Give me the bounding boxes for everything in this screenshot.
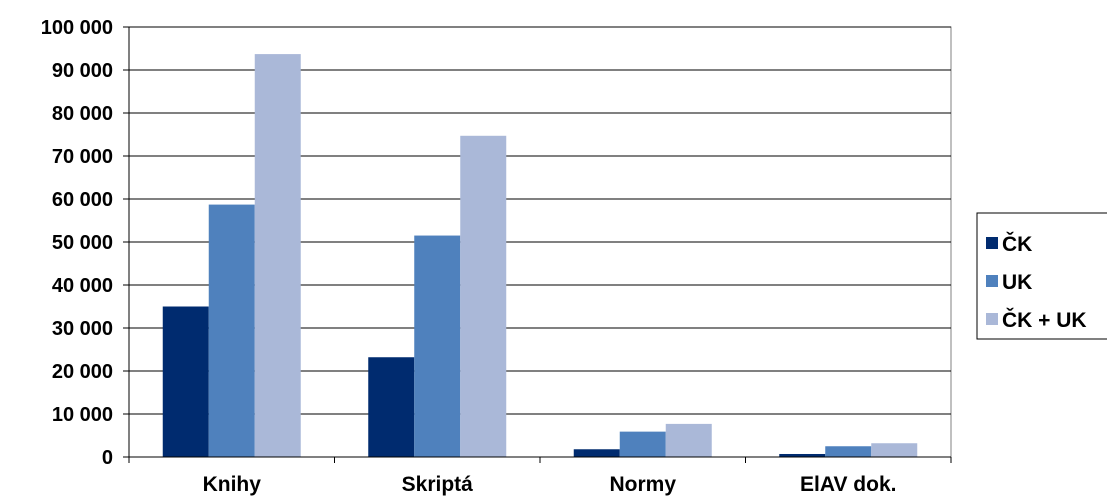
bar-elav-dok--series-1	[825, 446, 872, 457]
legend-swatch	[986, 237, 998, 249]
bar-skript--series-0	[368, 357, 415, 457]
legend-swatch	[986, 275, 998, 287]
bar-skript--series-2	[460, 135, 507, 458]
y-tick-labels: 0 10 000 20 000 30 000 40 000 50 000 60 000 70 …	[41, 17, 113, 469]
legend-item: ČK + UK	[986, 308, 1087, 332]
bars	[162, 54, 918, 458]
plot-area	[123, 26, 952, 463]
y-tick-label: 70 000	[52, 146, 113, 168]
y-tick-label: 40 000	[52, 275, 113, 297]
legend-label: ČK	[1002, 232, 1032, 256]
legend-item: ČK	[986, 232, 1032, 256]
legend-box	[976, 212, 1107, 340]
legend-item: UK	[986, 271, 1032, 294]
y-tick-label: 100 000	[41, 17, 113, 39]
y-tick-label: 50 000	[52, 232, 113, 254]
bar-knihy-series-2	[254, 54, 301, 458]
category-label: Skriptá	[402, 473, 474, 496]
category-label: Knihy	[203, 473, 262, 496]
bar-normy-series-0	[573, 449, 620, 457]
y-tick-label: 60 000	[52, 189, 113, 211]
y-tick-label: 90 000	[52, 60, 113, 82]
bar-knihy-series-0	[162, 306, 209, 457]
category-labels: Knihy Skriptá Normy ElAV dok.	[203, 473, 897, 496]
legend-items: ČK UK ČK + UK	[986, 232, 1087, 332]
category-label: ElAV dok.	[800, 473, 896, 496]
y-tick-label: 80 000	[52, 103, 113, 125]
category-label: Normy	[609, 473, 676, 496]
x-ticks	[128, 457, 952, 463]
y-tick-label: 30 000	[52, 318, 113, 340]
bar-normy-series-2	[665, 423, 712, 457]
y-tick-label: 20 000	[52, 361, 113, 383]
bar-skript--series-1	[414, 235, 461, 457]
bar-elav-dok--series-0	[779, 453, 826, 457]
legend-swatch	[986, 313, 998, 325]
legend: ČK UK ČK + UK	[976, 212, 1107, 340]
bar-normy-series-1	[619, 431, 666, 457]
y-ticks	[123, 26, 129, 458]
bar-knihy-series-1	[208, 204, 255, 457]
bar-elav-dok--series-2	[871, 443, 918, 457]
y-tick-label: 0	[102, 447, 113, 469]
y-tick-label: 10 000	[52, 404, 113, 426]
legend-label: UK	[1002, 271, 1032, 294]
legend-label: ČK + UK	[1002, 308, 1087, 332]
